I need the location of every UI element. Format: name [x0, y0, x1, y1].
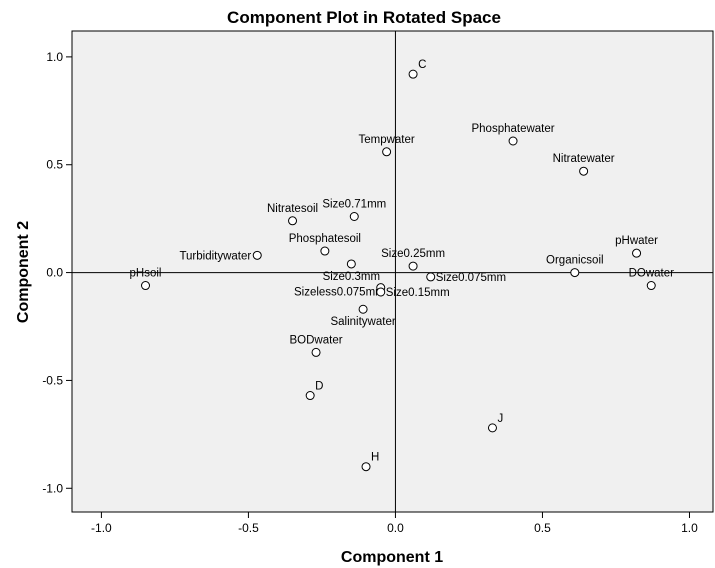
- y-axis: 1.0 0.5 0.0 -0.5 -1.0: [42, 50, 72, 495]
- y-tick-label: -1.0: [42, 481, 63, 495]
- point-label-organicsoil: Organicsoil: [546, 255, 604, 267]
- point-j: [487, 423, 497, 433]
- point-nitratewater: [579, 166, 589, 176]
- point-phwater: [632, 248, 642, 258]
- point-label-phsoil: pHsoil: [130, 268, 162, 280]
- point-size0-71mm: [349, 211, 359, 221]
- point-label-nitratewater: Nitratewater: [553, 153, 615, 165]
- point-d: [305, 391, 315, 401]
- point-nitratesoil: [288, 216, 298, 226]
- point-tempwater: [382, 147, 392, 157]
- point-bodwater: [311, 347, 321, 357]
- point-label-bodwater: BODwater: [290, 334, 343, 346]
- point-label-c: C: [418, 59, 426, 71]
- point-salinitywater: [358, 304, 368, 314]
- x-tick-label: 1.0: [681, 521, 698, 535]
- point-size0-3mm: [346, 259, 356, 269]
- y-tick-label: 1.0: [46, 50, 63, 64]
- plot-area: [71, 30, 714, 513]
- point-label-sizeless0-075mm: Sizeless0.075mm: [294, 287, 385, 299]
- point-label-size0-15mm: Size0.15mm: [386, 287, 450, 299]
- point-h: [361, 462, 371, 472]
- point-phsoil: [141, 281, 151, 291]
- point-label-phosphatesoil: Phosphatesoil: [289, 233, 361, 245]
- point-label-dowater: DOwater: [629, 268, 675, 280]
- point-c: [408, 69, 418, 79]
- point-phosphatewater: [508, 136, 518, 146]
- point-label-h: H: [371, 452, 379, 464]
- x-axis-title: Component 1: [341, 549, 443, 566]
- y-tick-label: 0.0: [46, 266, 63, 280]
- point-size0-15mm: [376, 287, 386, 297]
- x-tick-label: -1.0: [91, 521, 112, 535]
- point-label-size0-3mm: Size0.3mm: [323, 271, 381, 283]
- x-tick-label: 0.0: [387, 521, 404, 535]
- point-label-size0-71mm: Size0.71mm: [322, 198, 386, 210]
- point-size0-25mm: [408, 261, 418, 271]
- point-turbiditywater: [252, 250, 262, 260]
- x-axis: -1.0 -0.5 0.0 0.5 1.0: [91, 512, 698, 535]
- point-label-size0-075mm: Size0.075mm: [436, 272, 506, 284]
- point-label-phwater: pHwater: [615, 235, 658, 247]
- point-label-size0-25mm: Size0.25mm: [381, 248, 445, 260]
- point-label-phosphatewater: Phosphatewater: [471, 123, 554, 135]
- x-tick-label: 0.5: [534, 521, 551, 535]
- y-tick-label: -0.5: [42, 373, 63, 387]
- point-organicsoil: [570, 268, 580, 278]
- x-tick-label: -0.5: [238, 521, 259, 535]
- point-phosphatesoil: [320, 246, 330, 256]
- point-label-tempwater: Tempwater: [358, 134, 414, 146]
- point-dowater: [646, 281, 656, 291]
- point-label-salinitywater: Salinitywater: [330, 316, 395, 328]
- y-tick-label: 0.5: [46, 158, 63, 172]
- point-label-j: J: [497, 413, 503, 425]
- y-axis-title: Component 2: [15, 221, 32, 323]
- chart-title: Component Plot in Rotated Space: [227, 8, 501, 27]
- data-points: C Phosphatewater Tempwater Nitratewater Nitr…: [130, 59, 675, 472]
- point-size0-075mm: [426, 272, 436, 282]
- point-label-turbiditywater: Turbiditywater: [179, 250, 251, 262]
- point-label-nitratesoil: Nitratesoil: [267, 203, 318, 215]
- point-label-d: D: [315, 381, 323, 393]
